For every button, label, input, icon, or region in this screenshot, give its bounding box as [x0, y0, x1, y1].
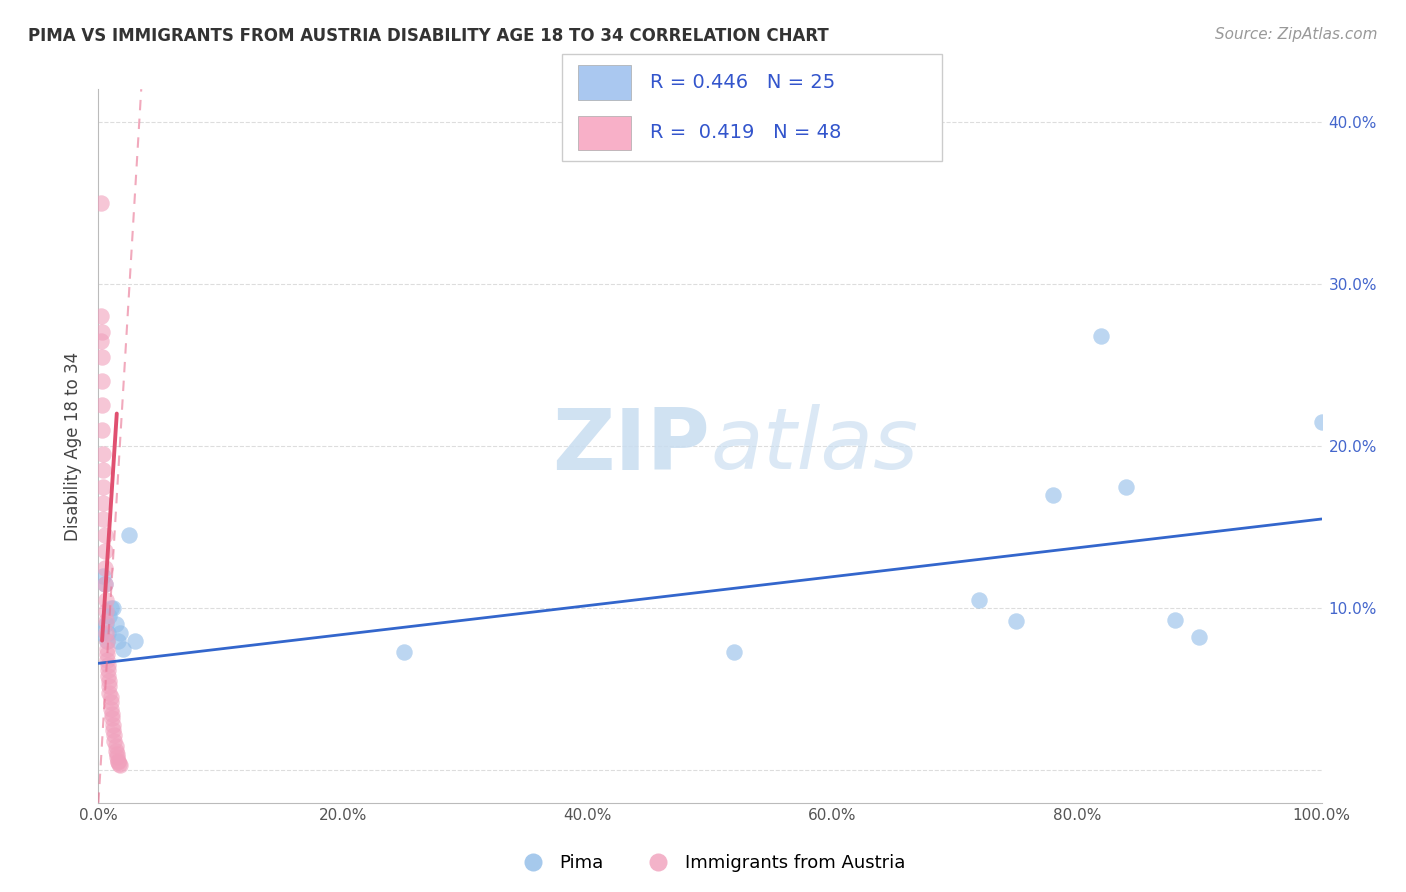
Point [118, 528, 141, 542]
Point [103, 734, 125, 748]
Text: PIMA VS IMMIGRANTS FROM AUSTRIA DISABILITY AGE 18 TO 34 CORRELATION CHART: PIMA VS IMMIGRANTS FROM AUSTRIA DISABILI… [28, 27, 830, 45]
Point [93, 577, 115, 591]
Point [94, 617, 117, 632]
Point [96, 653, 118, 667]
Point [91, 447, 114, 461]
Point [101, 718, 124, 732]
Bar [578, 65, 631, 100]
Text: R = 0.446   N = 25: R = 0.446 N = 25 [650, 73, 835, 92]
Point [91, 463, 114, 477]
Point [94, 625, 117, 640]
Point [94, 614, 117, 628]
Point [107, 756, 129, 770]
Point [96, 641, 118, 656]
Point [91, 423, 114, 437]
Point [108, 756, 131, 771]
Point [93, 544, 115, 558]
Point [98, 674, 121, 689]
Point [1188, 631, 1211, 645]
Point [104, 617, 127, 632]
Point [107, 754, 129, 768]
Y-axis label: Disability Age 18 to 34: Disability Age 18 to 34 [65, 351, 83, 541]
Point [124, 633, 146, 648]
Point [90, 334, 112, 348]
Point [100, 690, 122, 705]
Point [91, 326, 114, 340]
Point [110, 758, 132, 772]
Point [1115, 479, 1137, 493]
Point [91, 374, 114, 388]
Point [96, 633, 118, 648]
Point [1090, 328, 1112, 343]
Point [93, 528, 115, 542]
Text: atlas: atlas [710, 404, 918, 488]
Bar [578, 116, 631, 150]
Point [100, 702, 122, 716]
Point [967, 593, 990, 607]
Point [1042, 488, 1064, 502]
Point [97, 663, 120, 677]
Point [101, 711, 124, 725]
Point [98, 685, 121, 699]
Point [104, 744, 127, 758]
Point [392, 645, 416, 659]
Point [97, 625, 120, 640]
Point [98, 679, 121, 693]
Point [1310, 415, 1333, 429]
Point [100, 695, 122, 709]
Point [107, 633, 129, 648]
Point [90, 625, 112, 640]
Legend: Pima, Immigrants from Austria: Pima, Immigrants from Austria [508, 847, 912, 880]
Point [101, 706, 124, 721]
Point [105, 747, 128, 761]
Point [90, 310, 112, 324]
Point [1164, 613, 1187, 627]
Point [96, 647, 118, 661]
Point [100, 601, 122, 615]
Point [97, 669, 120, 683]
Point [91, 512, 114, 526]
Point [94, 604, 117, 618]
Point [101, 601, 124, 615]
Point [91, 479, 114, 493]
Point [103, 728, 125, 742]
FancyBboxPatch shape [562, 54, 942, 161]
Point [91, 496, 114, 510]
Point [1004, 614, 1026, 628]
Point [723, 645, 745, 659]
Point [98, 609, 121, 624]
Point [93, 577, 115, 591]
Point [96, 633, 118, 648]
Point [105, 750, 128, 764]
Text: ZIP: ZIP [553, 404, 710, 488]
Text: R =  0.419   N = 48: R = 0.419 N = 48 [650, 123, 841, 142]
Point [91, 350, 114, 364]
Point [90, 195, 112, 210]
Point [91, 568, 114, 582]
Point [111, 641, 134, 656]
Text: Source: ZipAtlas.com: Source: ZipAtlas.com [1215, 27, 1378, 42]
Point [91, 399, 114, 413]
Point [93, 560, 115, 574]
Point [104, 739, 127, 753]
Point [94, 593, 117, 607]
Point [101, 723, 124, 737]
Point [97, 657, 120, 672]
Point [110, 625, 132, 640]
